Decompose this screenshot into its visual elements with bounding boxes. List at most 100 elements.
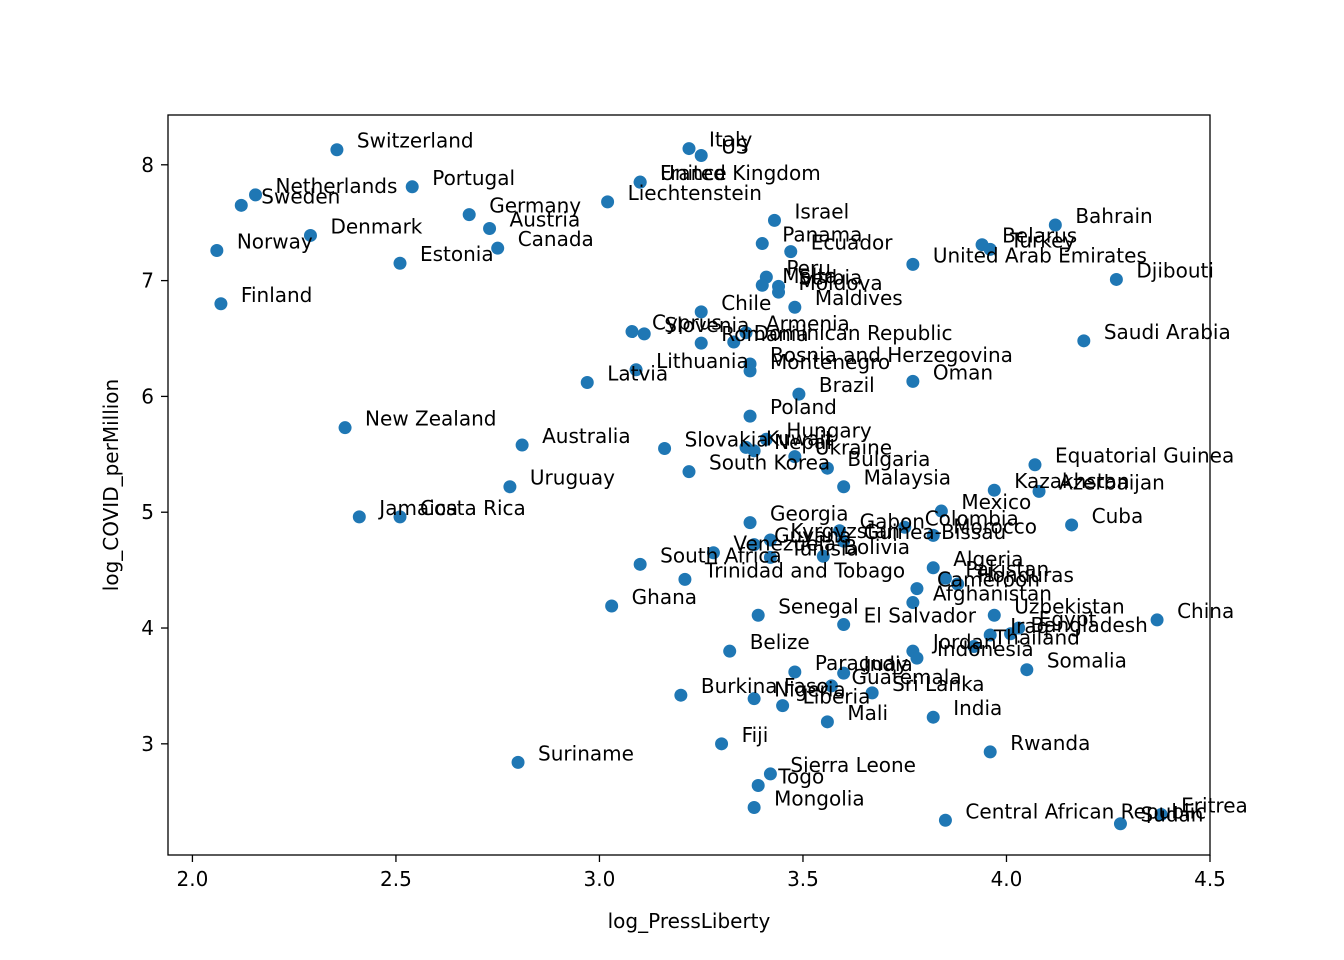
point-label: Bangladesh xyxy=(1031,613,1148,637)
y-tick-label: 5 xyxy=(141,500,154,524)
y-tick-label: 7 xyxy=(141,269,154,293)
point-label: Mexico xyxy=(961,490,1031,514)
point-label: Uruguay xyxy=(530,466,615,490)
point-label: Liberia xyxy=(803,685,871,709)
data-point xyxy=(910,651,924,665)
point-label: Jamaica xyxy=(377,496,458,520)
data-point xyxy=(1048,218,1062,232)
point-label: France xyxy=(660,161,727,185)
point-label: Bulgaria xyxy=(847,447,930,471)
point-label: Slovenia xyxy=(664,313,749,337)
data-point xyxy=(792,387,806,401)
point-label: Trinidad and Tobago xyxy=(704,558,905,582)
plot-frame xyxy=(167,114,1211,856)
data-point xyxy=(772,285,786,299)
point-label: Bosnia and Herzegovina xyxy=(770,343,1013,367)
data-point xyxy=(723,644,737,658)
point-label: China xyxy=(1177,599,1234,623)
data-point xyxy=(983,745,997,759)
point-label: Honduras xyxy=(978,563,1074,587)
point-label: Kazakhstan xyxy=(1014,469,1129,493)
point-label: Burkina Faso xyxy=(701,674,829,698)
data-point xyxy=(491,241,505,255)
data-point xyxy=(824,679,838,693)
data-point xyxy=(926,561,940,575)
point-label: Maldives xyxy=(815,286,903,310)
point-label: Chile xyxy=(721,291,771,315)
point-label: Montenegro xyxy=(770,350,890,374)
point-label: Poland xyxy=(770,395,837,419)
data-point xyxy=(776,699,790,713)
point-label: Suriname xyxy=(538,741,634,765)
data-point xyxy=(747,801,761,815)
point-label: Cyprus xyxy=(652,311,722,335)
point-label: Tunisia xyxy=(789,536,858,560)
data-point xyxy=(767,213,781,227)
point-label: Venezuela xyxy=(733,532,836,556)
x-tick-label: 4.5 xyxy=(1194,867,1226,891)
data-point xyxy=(837,480,851,494)
data-point xyxy=(837,534,851,548)
data-point xyxy=(511,755,525,769)
point-label: Georgia xyxy=(770,502,848,526)
point-label: Ghana xyxy=(632,585,697,609)
data-point xyxy=(926,710,940,724)
data-point xyxy=(763,550,777,564)
data-point xyxy=(983,242,997,256)
data-point xyxy=(1113,817,1127,831)
data-point xyxy=(210,243,224,257)
points-layer xyxy=(210,142,1168,831)
data-point xyxy=(338,421,352,435)
x-tick-label: 3.5 xyxy=(787,867,819,891)
point-label: India xyxy=(953,696,1002,720)
point-label: Togo xyxy=(777,765,824,789)
data-point xyxy=(906,596,920,610)
data-point xyxy=(462,208,476,222)
point-label: Iraq xyxy=(1010,614,1049,638)
data-point xyxy=(837,618,851,632)
point-label: Bolivia xyxy=(843,535,910,559)
data-point xyxy=(820,715,834,729)
point-label: Slovakia xyxy=(685,428,769,452)
point-label: Panama xyxy=(782,223,862,247)
point-label: Equatorial Guinea xyxy=(1055,444,1234,468)
data-point xyxy=(633,557,647,571)
point-label: Guatemala xyxy=(851,665,961,689)
point-label: Bahrain xyxy=(1075,204,1152,228)
data-point xyxy=(987,483,1001,497)
point-label: Australia xyxy=(542,424,630,448)
data-point xyxy=(788,665,802,679)
point-label: Saudi Arabia xyxy=(1104,320,1231,344)
data-point xyxy=(837,666,851,680)
point-label: Sierra Leone xyxy=(790,753,916,777)
data-point xyxy=(906,257,920,271)
data-point xyxy=(755,237,769,251)
data-point xyxy=(633,175,647,189)
data-point xyxy=(934,504,948,518)
data-point xyxy=(1004,627,1018,641)
point-label: United Kingdom xyxy=(660,161,821,185)
data-point xyxy=(330,143,344,157)
y-axis-title: log_COVID_perMillion xyxy=(99,379,123,591)
point-label: El Salvador xyxy=(864,604,977,628)
point-label: Canada xyxy=(518,227,594,251)
point-label: Djibouti xyxy=(1136,258,1214,282)
point-label: Israel xyxy=(794,199,849,223)
data-point xyxy=(820,461,834,475)
point-label: South Africa xyxy=(660,543,782,567)
y-axis: 3 4 5 6 7 8 xyxy=(141,153,168,756)
data-point xyxy=(601,195,615,209)
point-label: Somalia xyxy=(1047,649,1127,673)
point-label: Lithuania xyxy=(656,349,749,373)
data-point xyxy=(605,599,619,613)
data-point xyxy=(503,480,517,494)
data-point xyxy=(967,640,981,654)
data-point xyxy=(751,779,765,793)
data-point xyxy=(926,528,940,542)
point-label: Oman xyxy=(933,360,993,384)
data-point xyxy=(694,149,708,163)
data-point xyxy=(682,142,696,156)
point-label: Malaysia xyxy=(864,466,951,490)
